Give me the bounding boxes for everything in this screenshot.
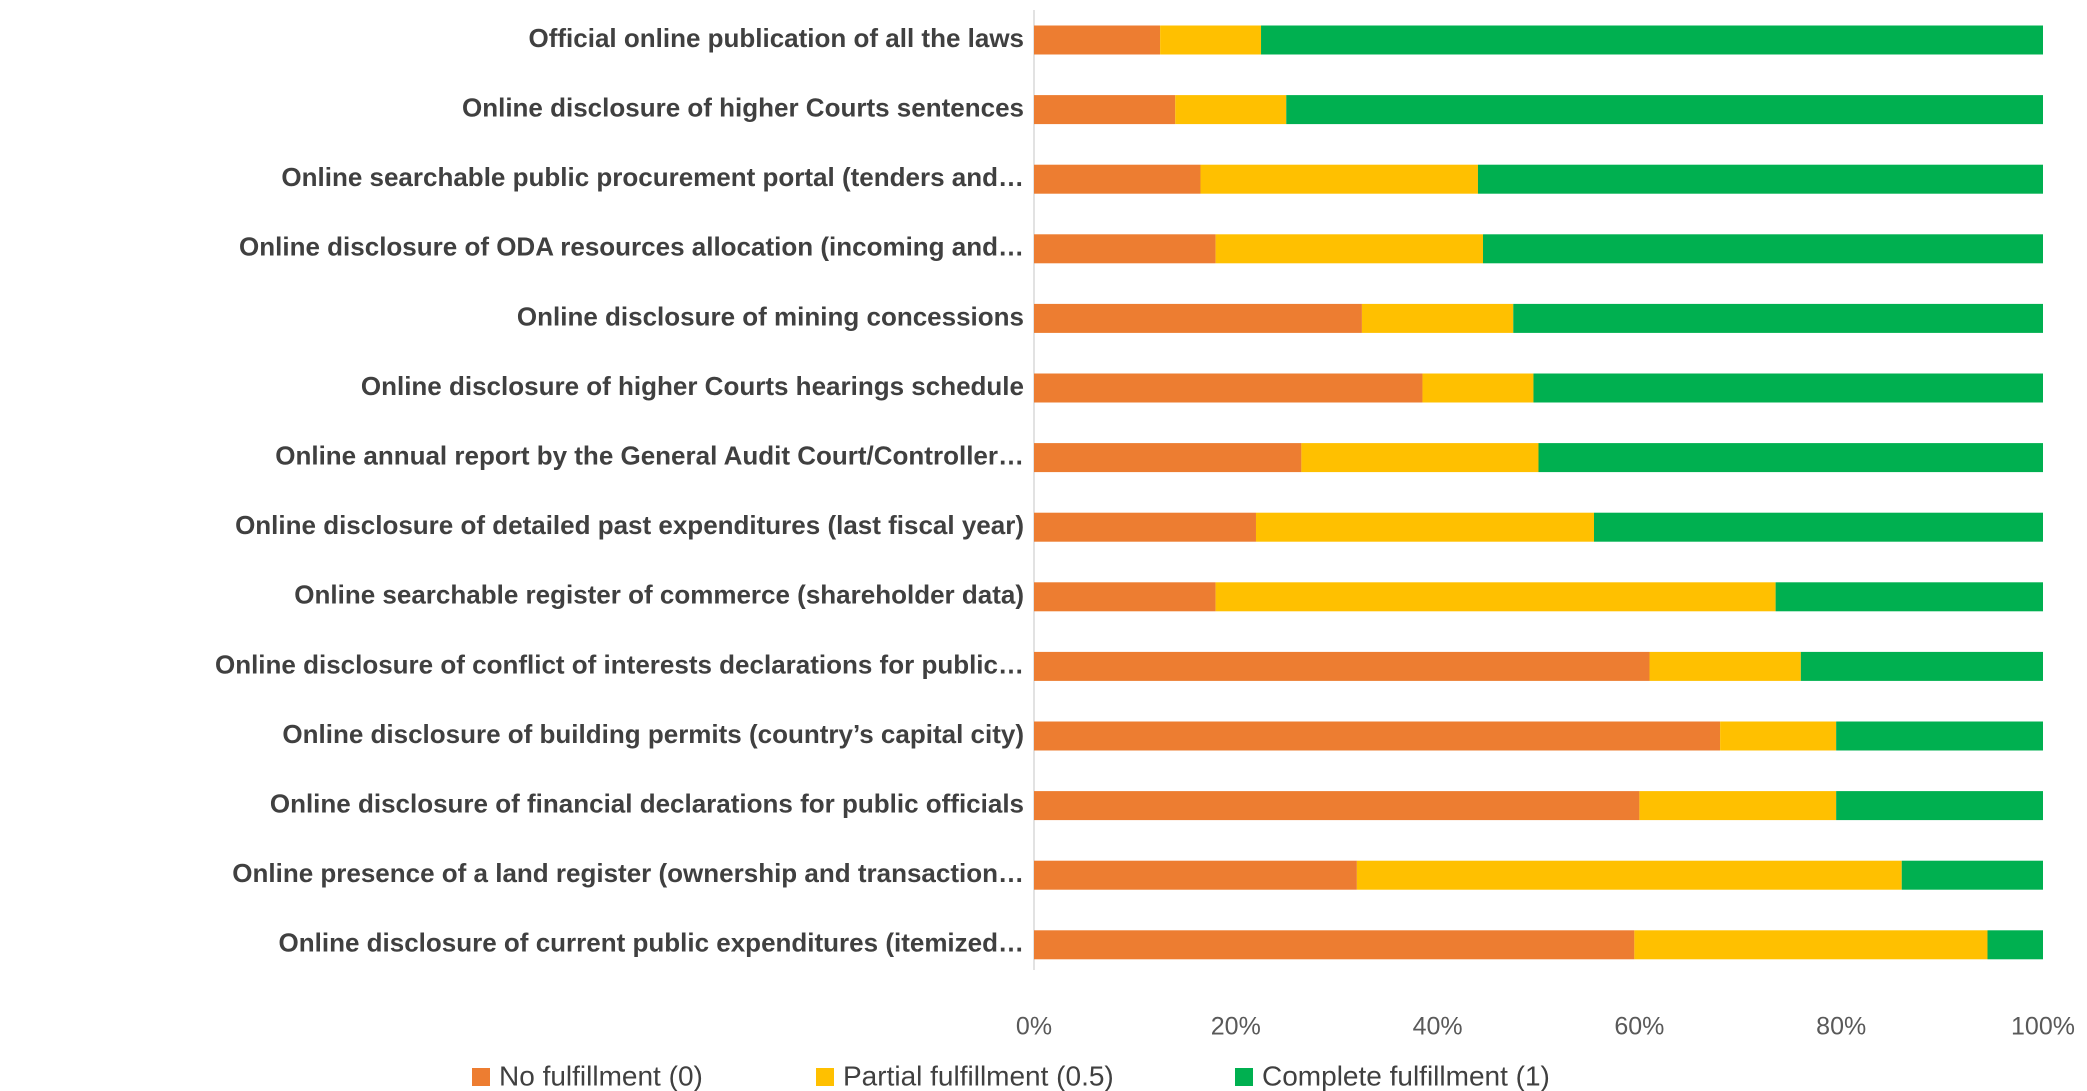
x-tick-label: 60% <box>1614 1013 1664 1041</box>
bar-segment <box>1720 722 1836 751</box>
bar-segment <box>1801 652 2043 681</box>
bar-segment <box>1175 95 1286 124</box>
bar-segment <box>1902 861 2043 890</box>
bar-segment <box>1261 26 2043 55</box>
bar-segment <box>1216 582 1776 611</box>
category-label: Online disclosure of current public expe… <box>279 928 1024 958</box>
bar-segment <box>1533 374 2043 403</box>
bar-segment <box>1988 930 2043 959</box>
bar-segment <box>1034 582 1216 611</box>
bar-segment <box>1034 930 1634 959</box>
category-label: Online disclosure of conflict of interes… <box>215 649 1024 679</box>
legend-swatch <box>1235 1068 1253 1086</box>
bar-segment <box>1034 304 1362 333</box>
bar-segment <box>1160 26 1261 55</box>
bar-segment <box>1776 582 2043 611</box>
category-label: Online disclosure of ODA resources alloc… <box>239 232 1024 262</box>
category-label: Online disclosure of detailed past expen… <box>235 510 1024 540</box>
bar-segment <box>1639 791 1836 820</box>
bar-segment <box>1634 930 1987 959</box>
bar-segment <box>1034 513 1256 542</box>
category-label: Online searchable register of commerce (… <box>294 580 1024 610</box>
chart: 0% 20% 40% 60% 80% 100% Official online public… <box>0 0 2087 1091</box>
bar-segment <box>1362 304 1513 333</box>
bar-segment <box>1034 95 1175 124</box>
category-label: Official online publication of all the l… <box>529 23 1025 53</box>
bar-segment <box>1200 165 1477 194</box>
bar-segment <box>1034 374 1422 403</box>
bar-segment <box>1034 652 1649 681</box>
bar-segment <box>1836 722 2043 751</box>
x-tick-label: 0% <box>1016 1013 1052 1041</box>
legend-swatch <box>816 1068 834 1086</box>
x-tick-label: 20% <box>1211 1013 1261 1041</box>
bar-segment <box>1539 443 2044 472</box>
bar-segment <box>1836 791 2043 820</box>
category-label: Online disclosure of building permits (c… <box>282 719 1024 749</box>
bar-segment <box>1513 304 2043 333</box>
bar-segment <box>1594 513 2043 542</box>
x-tick-label: 100% <box>2011 1013 2075 1041</box>
bar-segment <box>1357 861 1902 890</box>
bar-segment <box>1649 652 1800 681</box>
category-label: Online disclosure of higher Courts sente… <box>462 92 1024 122</box>
category-label: Online searchable public procurement por… <box>281 162 1024 192</box>
bar-segment <box>1483 234 2043 263</box>
bar-segment <box>1034 26 1160 55</box>
bar-segment <box>1034 234 1216 263</box>
x-tick-label: 80% <box>1816 1013 1866 1041</box>
bar-segment <box>1034 791 1639 820</box>
bar-segment <box>1478 165 2043 194</box>
bar-segment <box>1034 722 1720 751</box>
bar-segment <box>1301 443 1538 472</box>
category-label: Online presence of a land register (owne… <box>232 858 1024 888</box>
x-tick-label: 40% <box>1413 1013 1463 1041</box>
legend-label: Complete fulfillment (1) <box>1262 1060 1550 1091</box>
bar-segment <box>1256 513 1594 542</box>
bar-segment <box>1216 234 1483 263</box>
legend-label: No fulfillment (0) <box>499 1060 703 1091</box>
category-label: Online disclosure of higher Courts heari… <box>361 371 1024 401</box>
legend-label: Partial fulfillment (0.5) <box>843 1060 1114 1091</box>
bar-segment <box>1034 443 1301 472</box>
bar-segment <box>1034 165 1200 194</box>
category-label: Online disclosure of mining concessions <box>517 301 1024 331</box>
category-label: Online annual report by the General Audi… <box>275 440 1024 470</box>
bar-segment <box>1286 95 2043 124</box>
bar-segment <box>1034 861 1357 890</box>
category-label: Online disclosure of financial declarati… <box>270 788 1024 818</box>
legend-swatch <box>472 1068 490 1086</box>
bar-segment <box>1422 374 1533 403</box>
